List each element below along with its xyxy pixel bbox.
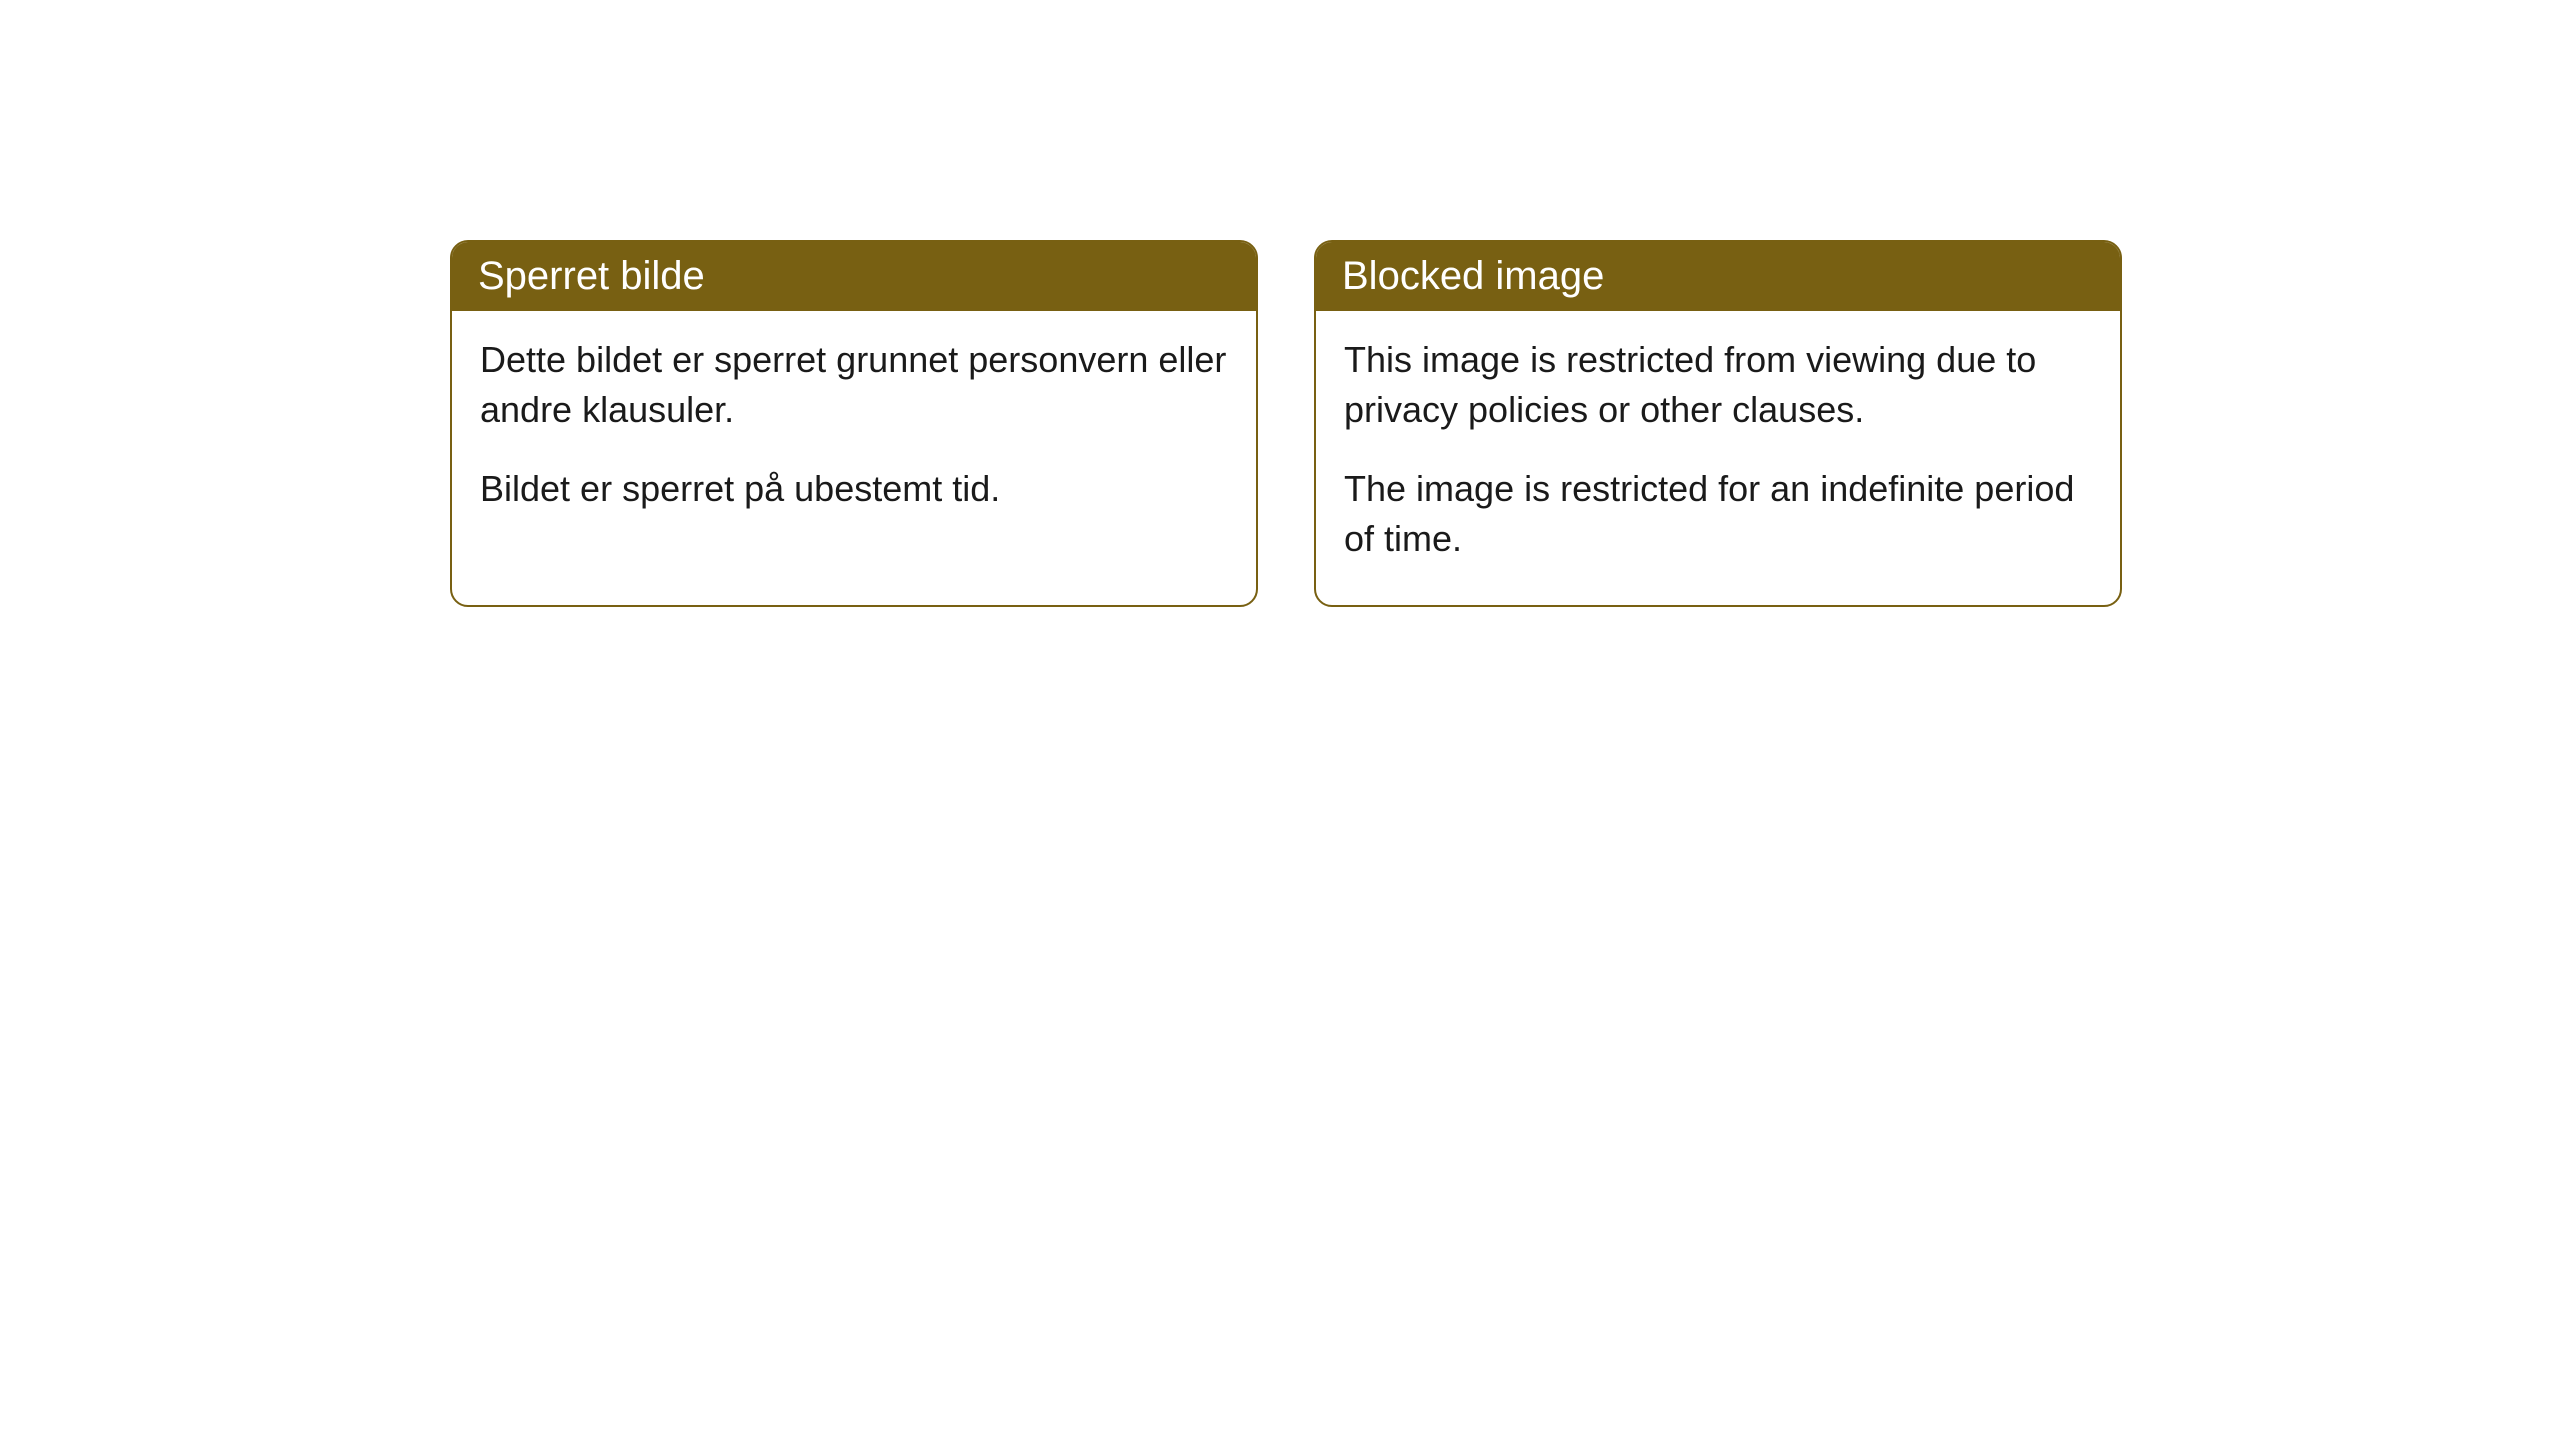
card-body-norwegian: Dette bildet er sperret grunnet personve… (452, 311, 1256, 554)
card-title: Sperret bilde (478, 254, 705, 298)
card-paragraph: Bildet er sperret på ubestemt tid. (480, 464, 1228, 514)
card-header-english: Blocked image (1316, 242, 2120, 311)
notice-card-english: Blocked image This image is restricted f… (1314, 240, 2122, 607)
notice-card-norwegian: Sperret bilde Dette bildet er sperret gr… (450, 240, 1258, 607)
card-paragraph: The image is restricted for an indefinit… (1344, 464, 2092, 565)
card-header-norwegian: Sperret bilde (452, 242, 1256, 311)
card-paragraph: Dette bildet er sperret grunnet personve… (480, 335, 1228, 436)
notice-cards-container: Sperret bilde Dette bildet er sperret gr… (450, 240, 2122, 607)
card-title: Blocked image (1342, 254, 1604, 298)
card-paragraph: This image is restricted from viewing du… (1344, 335, 2092, 436)
card-body-english: This image is restricted from viewing du… (1316, 311, 2120, 605)
